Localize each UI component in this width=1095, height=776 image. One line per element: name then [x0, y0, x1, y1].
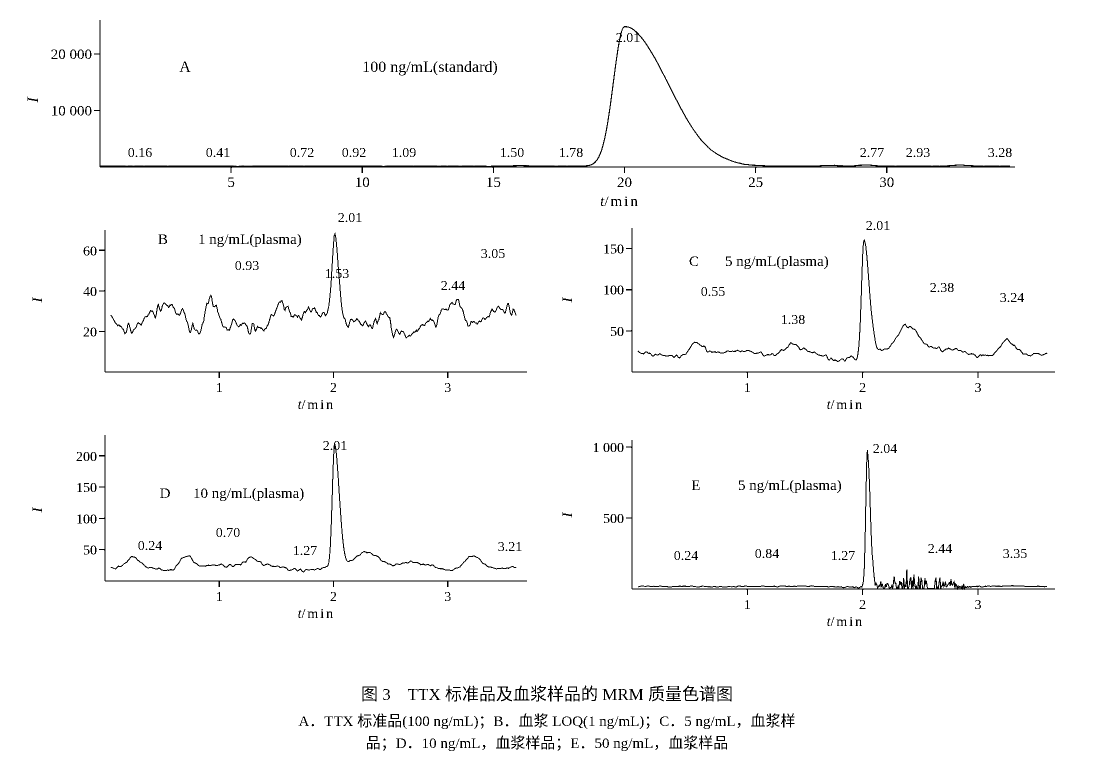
- svg-text:50: 50: [610, 325, 624, 340]
- svg-text:2.44: 2.44: [441, 279, 466, 294]
- svg-text:D: D: [160, 486, 171, 502]
- svg-text:1.09: 1.09: [392, 146, 417, 161]
- svg-text:2.01: 2.01: [866, 219, 891, 234]
- svg-text:1.78: 1.78: [559, 146, 584, 161]
- svg-text:0.41: 0.41: [206, 146, 231, 161]
- svg-text:500: 500: [603, 512, 624, 527]
- svg-text:10 ng/mL(plasma): 10 ng/mL(plasma): [193, 486, 304, 502]
- svg-text:0.70: 0.70: [216, 526, 241, 541]
- svg-text:10: 10: [355, 175, 370, 191]
- svg-text:100 ng/mL(standard): 100 ng/mL(standard): [362, 59, 498, 76]
- svg-text:1: 1: [744, 381, 751, 396]
- svg-text:40: 40: [83, 285, 97, 300]
- svg-text:C: C: [689, 254, 699, 270]
- svg-text:E: E: [691, 478, 700, 494]
- svg-text:3.24: 3.24: [1000, 291, 1025, 306]
- svg-text:5 ng/mL(plasma): 5 ng/mL(plasma): [738, 478, 842, 494]
- svg-text:0.55: 0.55: [701, 285, 726, 300]
- svg-text:2.44: 2.44: [928, 542, 953, 557]
- svg-text:0.93: 0.93: [235, 259, 260, 274]
- svg-text:30: 30: [879, 175, 894, 191]
- svg-text:t/min: t/min: [600, 194, 640, 210]
- svg-text:100: 100: [76, 512, 97, 527]
- svg-text:1: 1: [216, 381, 223, 396]
- svg-text:图 3 TTX 标准品及血浆样品的 MRM 质量色谱图: 图 3 TTX 标准品及血浆样品的 MRM 质量色谱图: [361, 685, 733, 704]
- svg-text:A．TTX 标准品(100 ng/mL)；B．血浆 LOQ(: A．TTX 标准品(100 ng/mL)；B．血浆 LOQ(1 ng/mL)；C…: [298, 712, 795, 730]
- svg-text:25: 25: [748, 175, 763, 191]
- svg-text:1: 1: [216, 590, 223, 605]
- svg-text:1 ng/mL(plasma): 1 ng/mL(plasma): [198, 232, 302, 248]
- svg-text:A: A: [179, 59, 191, 76]
- svg-text:2: 2: [859, 598, 866, 613]
- svg-text:100: 100: [603, 284, 624, 299]
- svg-text:I: I: [30, 507, 46, 514]
- svg-text:2: 2: [330, 590, 337, 605]
- svg-text:1 000: 1 000: [593, 441, 625, 456]
- svg-text:1.53: 1.53: [325, 267, 350, 282]
- svg-text:50: 50: [83, 544, 97, 559]
- svg-text:0.92: 0.92: [342, 146, 367, 161]
- svg-text:3: 3: [444, 590, 451, 605]
- svg-text:3.05: 3.05: [481, 247, 506, 262]
- svg-text:2.77: 2.77: [860, 146, 885, 161]
- svg-text:0.24: 0.24: [138, 539, 163, 554]
- svg-text:150: 150: [76, 481, 97, 496]
- svg-text:3: 3: [444, 381, 451, 396]
- svg-text:2.04: 2.04: [873, 442, 898, 457]
- svg-text:3: 3: [975, 598, 982, 613]
- svg-text:5 ng/mL(plasma): 5 ng/mL(plasma): [725, 254, 829, 270]
- svg-text:t/min: t/min: [827, 398, 865, 413]
- svg-text:200: 200: [76, 450, 97, 465]
- svg-text:15: 15: [486, 175, 501, 191]
- svg-text:3: 3: [975, 381, 982, 396]
- svg-text:1.50: 1.50: [500, 146, 525, 161]
- svg-text:20 000: 20 000: [51, 47, 92, 63]
- svg-text:2.38: 2.38: [930, 281, 955, 296]
- svg-text:2: 2: [330, 381, 337, 396]
- svg-text:0.84: 0.84: [755, 547, 780, 562]
- svg-text:1.38: 1.38: [781, 313, 806, 328]
- svg-text:10 000: 10 000: [51, 103, 92, 119]
- svg-text:I: I: [560, 297, 576, 304]
- svg-text:I: I: [25, 97, 42, 104]
- svg-text:I: I: [560, 512, 576, 519]
- svg-text:1.27: 1.27: [293, 544, 318, 559]
- svg-text:1: 1: [744, 598, 751, 613]
- svg-text:3.28: 3.28: [988, 146, 1013, 161]
- svg-text:t/min: t/min: [827, 615, 865, 630]
- svg-text:0.16: 0.16: [128, 146, 153, 161]
- svg-text:2: 2: [859, 381, 866, 396]
- svg-text:1.27: 1.27: [831, 549, 856, 564]
- svg-text:品；D．10 ng/mL，血浆样品；E．50 ng/mL，血: 品；D．10 ng/mL，血浆样品；E．50 ng/mL，血浆样品: [366, 734, 729, 752]
- svg-text:0.72: 0.72: [290, 146, 315, 161]
- svg-text:t/min: t/min: [298, 607, 336, 622]
- svg-text:2.93: 2.93: [906, 146, 931, 161]
- svg-text:3.21: 3.21: [498, 540, 523, 555]
- svg-text:20: 20: [617, 175, 632, 191]
- svg-text:5: 5: [227, 175, 235, 191]
- svg-text:I: I: [30, 297, 46, 304]
- svg-text:3.35: 3.35: [1003, 547, 1028, 562]
- svg-text:0.24: 0.24: [674, 549, 699, 564]
- svg-text:2.01: 2.01: [338, 211, 363, 226]
- svg-text:60: 60: [83, 244, 97, 259]
- svg-text:B: B: [158, 232, 168, 248]
- svg-text:20: 20: [83, 325, 97, 340]
- svg-text:150: 150: [603, 243, 624, 258]
- svg-text:t/min: t/min: [298, 398, 336, 413]
